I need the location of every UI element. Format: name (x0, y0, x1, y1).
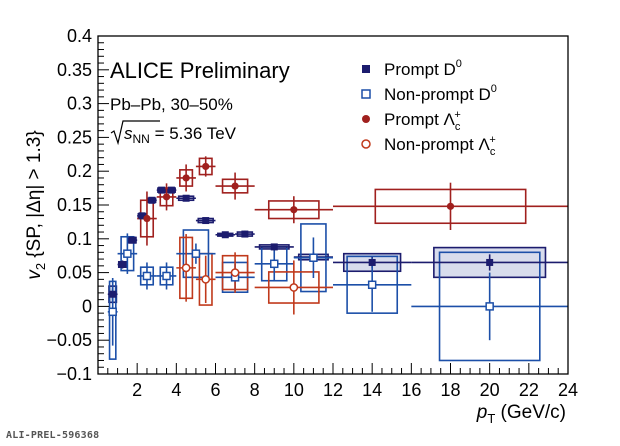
y-tick-label: 0.35 (57, 60, 92, 80)
data-point (486, 258, 494, 266)
data-point (158, 186, 166, 194)
data-point (230, 268, 240, 277)
x-tick-label: 20 (480, 380, 500, 400)
y-tick-label: 0.3 (67, 94, 92, 114)
data-point (109, 290, 117, 298)
x-tick-label: 12 (323, 380, 343, 400)
legend-marker (361, 89, 371, 99)
legend-marker (362, 115, 370, 123)
y-tick-label: 0.15 (57, 195, 92, 215)
y-tick-label: 0.25 (57, 127, 92, 147)
data-point (485, 302, 494, 311)
legend-label: Non-prompt D0 (384, 83, 497, 104)
data-point (290, 206, 298, 214)
data-point (202, 217, 210, 225)
legend-marker (362, 65, 370, 73)
preliminary-id: ALI-PREL-596368 (6, 430, 100, 441)
data-point (182, 174, 190, 182)
y-tick-label: 0.2 (67, 161, 92, 181)
x-tick-label: 8 (250, 380, 260, 400)
data-point (201, 275, 211, 284)
data-markers (108, 162, 494, 317)
y-tick-label: −0.1 (56, 364, 92, 384)
experiment-label: ALICE Preliminary (110, 58, 290, 83)
legend: Prompt D0 Non-prompt D0 Prompt Λc+Non-prom… (361, 58, 497, 158)
data-point (221, 231, 229, 239)
data-point (142, 271, 152, 281)
legend-label: Non-prompt Λc+ (384, 134, 496, 158)
x-tick-label: 14 (362, 380, 382, 400)
y-tick-label: 0.4 (67, 26, 92, 46)
x-tick-label: 24 (558, 380, 578, 400)
data-point (167, 186, 175, 194)
legend-label: Prompt Λc+ (384, 109, 461, 133)
x-tick-label: 2 (132, 380, 142, 400)
data-point (191, 249, 201, 258)
x-tick-label: 18 (440, 380, 460, 400)
data-point (367, 280, 377, 290)
x-tick-label: 16 (401, 380, 421, 400)
data-point (138, 212, 146, 220)
data-point (270, 243, 278, 251)
data-point (123, 249, 132, 258)
data-point (162, 271, 171, 281)
energy-label: sNN = 5.36 TeV (110, 120, 237, 146)
data-point (143, 214, 151, 223)
x-tick-label: 22 (519, 380, 539, 400)
x-tick-label: 10 (284, 380, 304, 400)
legend-marker (361, 139, 371, 149)
axis-ticks: 2 4 6 8 10 12 14 16 18 20 22 24−0.1−0.0500.050.10.1… (46, 26, 578, 400)
data-point (148, 196, 156, 204)
y-tick-label: 0.05 (57, 263, 92, 283)
y-axis-title: v2 {SP, |Δη| > 1.3} (24, 130, 48, 279)
svg-text:sNN = 5.36 TeV: sNN = 5.36 TeV (124, 124, 237, 146)
data-point (289, 283, 299, 292)
sqrt-symbol (110, 120, 160, 146)
data-point (202, 162, 210, 171)
data-point (181, 263, 191, 273)
data-point (128, 236, 136, 244)
data-point (182, 194, 190, 202)
x-tick-label: 4 (171, 380, 181, 400)
data-point (108, 307, 117, 317)
data-point (118, 260, 126, 268)
y-tick-label: 0 (82, 296, 92, 316)
collision-system-label: Pb–Pb, 30–50% (110, 95, 233, 114)
data-point (241, 230, 249, 238)
legend-label: Prompt D0 (384, 58, 462, 79)
data-point (446, 202, 455, 210)
x-tick-label: 6 (210, 380, 220, 400)
data-point (309, 253, 318, 262)
data-point (368, 258, 376, 266)
data-point (270, 259, 279, 269)
y-tick-label: 0.1 (67, 229, 92, 249)
data-point (231, 182, 239, 190)
data-point (162, 193, 171, 201)
y-tick-label: −0.05 (46, 330, 92, 350)
x-axis-title: pT (GeV/c) (476, 402, 566, 426)
